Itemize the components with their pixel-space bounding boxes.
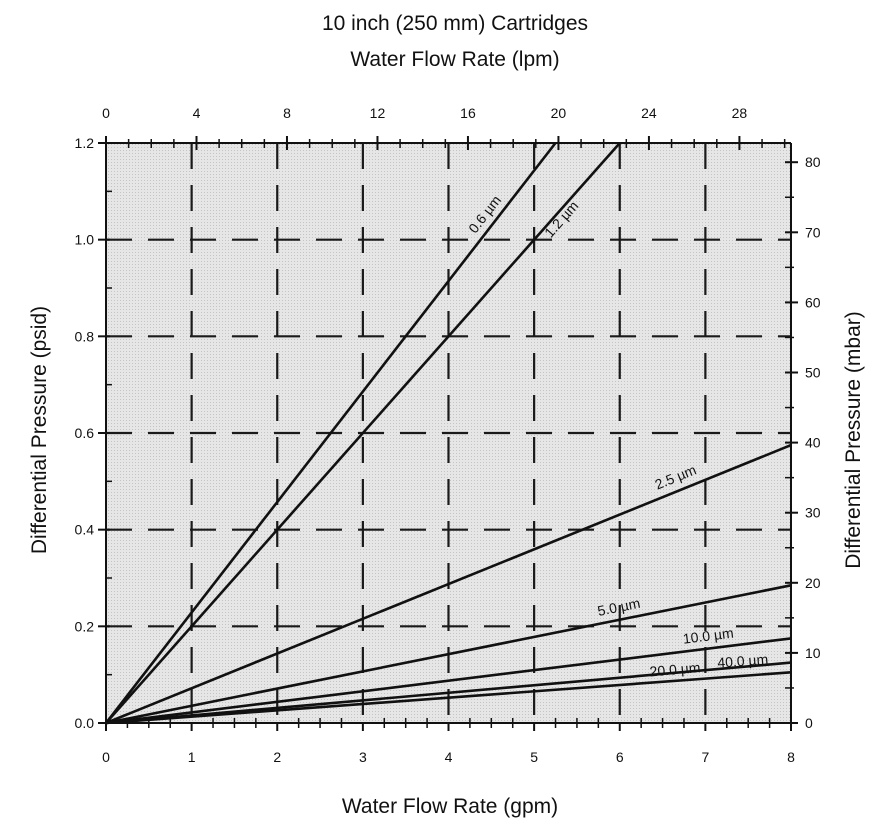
x-tick-label-3: 3 — [359, 749, 367, 765]
series-label-20-0-m: 20.0 µm — [649, 659, 701, 679]
series-line-40-0-m — [105, 671, 792, 725]
y2-tick-label-0: 0 — [805, 715, 813, 731]
y-tick-label-0-4: 0.4 — [75, 522, 95, 538]
y-axis-label: Differential Pressure (psid) — [28, 306, 51, 554]
y-tick-label-0-8: 0.8 — [75, 328, 95, 344]
series-label-10-0-m: 10.0 µm — [682, 625, 734, 647]
x-tick-label-0: 0 — [102, 749, 110, 765]
x-tick-label-4: 4 — [445, 749, 453, 765]
series-line-10-0-m — [105, 637, 792, 725]
x2-tick-label-28: 28 — [732, 105, 748, 121]
y2-tick-label-70: 70 — [805, 224, 821, 240]
x-tick-label-2: 2 — [273, 749, 281, 765]
y2-tick-label-80: 80 — [805, 154, 821, 170]
x-tick-label-7: 7 — [701, 749, 709, 765]
y2-tick-label-60: 60 — [805, 294, 821, 310]
x2-tick-label-8: 8 — [283, 105, 291, 121]
series-line-5-0-m — [105, 584, 792, 725]
y2-tick-label-50: 50 — [805, 365, 821, 381]
y2-tick-label-20: 20 — [805, 575, 821, 591]
x2-tick-label-16: 16 — [460, 105, 476, 121]
chart-title: 10 inch (250 mm) Cartridges — [322, 12, 588, 35]
x2-tick-label-24: 24 — [641, 105, 657, 121]
x-axis-label: Water Flow Rate (gpm) — [342, 795, 558, 818]
series-label-40-0-m: 40.0 µm — [717, 651, 769, 671]
ticks: 0 1 2 3 4 5 6 7 80 4 8 12 16 20 24 280.00.20.40.60.81.0… — [75, 105, 821, 765]
y2-axis-label: Differential Pressure (mbar) — [842, 311, 865, 569]
x2-tick-label-20: 20 — [551, 105, 567, 121]
y2-tick-label-10: 10 — [805, 645, 821, 661]
series-line-1-2-m — [105, 142, 621, 724]
x2-tick-label-4: 4 — [193, 105, 201, 121]
y-tick-label-0: 0.0 — [75, 715, 95, 731]
y2-tick-label-30: 30 — [805, 505, 821, 521]
x-tick-label-6: 6 — [616, 749, 624, 765]
y-tick-label-0-2: 0.2 — [75, 618, 95, 634]
y-tick-label-1: 1.0 — [75, 232, 95, 248]
series-line-2-5-m — [105, 443, 792, 725]
x2-tick-label-12: 12 — [370, 105, 386, 121]
x-tick-label-8: 8 — [787, 749, 795, 765]
y-tick-label-0-6: 0.6 — [75, 425, 95, 441]
y2-tick-label-40: 40 — [805, 435, 821, 451]
series-line-20-0-m — [105, 661, 792, 725]
x-tick-label-5: 5 — [530, 749, 538, 765]
x-tick-label-1: 1 — [188, 749, 196, 765]
chart-subtitle: Water Flow Rate (lpm) — [350, 48, 559, 71]
x2-tick-label-0: 0 — [102, 105, 110, 121]
series-line-0-6-m — [104, 142, 557, 724]
series-lines — [104, 142, 792, 725]
y-tick-label-1-2: 1.2 — [75, 135, 95, 151]
